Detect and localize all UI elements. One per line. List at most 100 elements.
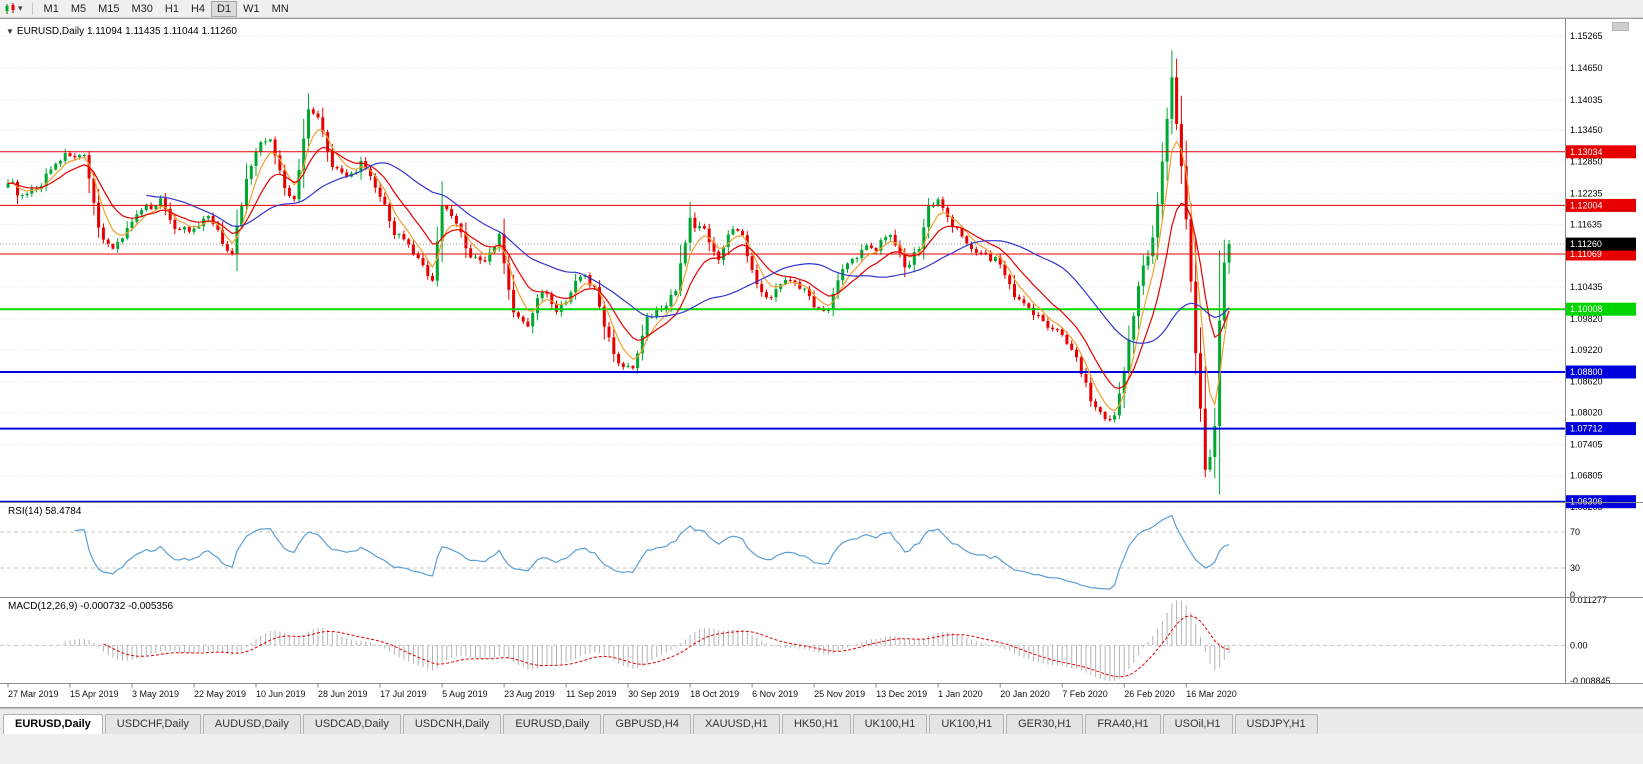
price-axis-label: 1.08020 bbox=[1570, 408, 1603, 418]
macd-axis-label: 0.011277 bbox=[1570, 595, 1607, 605]
rsi-axis[interactable]: 10070300 bbox=[1570, 500, 1585, 600]
timeframe-button-MN[interactable]: MN bbox=[271, 2, 289, 15]
price-axis-label: 1.06805 bbox=[1570, 471, 1603, 481]
price-axis-label: 1.09220 bbox=[1570, 345, 1603, 355]
timeframe-button-W1[interactable]: W1 bbox=[243, 2, 260, 15]
macd-axis[interactable]: 0.011277 0.00 -0.008845 bbox=[1570, 595, 1611, 686]
price-axis-label: 1.09820 bbox=[1570, 314, 1603, 324]
price-tag-1.07712-text: 1.07712 bbox=[1570, 424, 1603, 434]
price-tag-1.06306-text: 1.06306 bbox=[1570, 497, 1603, 507]
price-axis-label: 1.12850 bbox=[1570, 156, 1603, 166]
chart-title: ▼ EURUSD,Daily 1.11094 1.11435 1.11044 1.… bbox=[6, 26, 237, 37]
price-axis-label: 1.15265 bbox=[1570, 31, 1603, 41]
date-label: 11 Sep 2019 bbox=[566, 689, 616, 699]
chart-canvas[interactable]: 1.15265 1.14650 1.14035 1.13450 1.12850 1.122… bbox=[0, 19, 1643, 709]
date-label: 7 Feb 2020 bbox=[1062, 689, 1108, 699]
date-label: 10 Jun 2019 bbox=[256, 689, 306, 699]
toolbar-separator bbox=[31, 2, 33, 15]
timeframe-button-D1[interactable]: D1 bbox=[211, 0, 238, 17]
chart-type-icon[interactable] bbox=[3, 2, 17, 16]
date-label: 25 Nov 2019 bbox=[814, 689, 865, 699]
chart-tab-XAUUSD-H1[interactable]: XAUUSD,H1 bbox=[692, 714, 780, 734]
price-axis[interactable]: 1.15265 1.14650 1.14035 1.13450 1.12850 1.122… bbox=[1570, 31, 1603, 512]
chart-type-dropdown-icon[interactable]: ▾ bbox=[18, 3, 23, 13]
date-label: 18 Oct 2019 bbox=[690, 689, 739, 699]
price-tag-1.12004[interactable]: 1.12004 bbox=[1566, 198, 1636, 212]
timeframe-button-H1[interactable]: H1 bbox=[164, 2, 179, 15]
macd-histogram bbox=[64, 600, 1230, 681]
top-toolbar: ▾ M1 M5 M15 M30 H1 H4 D1 W1 MN bbox=[0, 0, 1643, 18]
macd-axis-label: 0.00 bbox=[1570, 640, 1588, 650]
chart-tab-AUDUSD-Daily[interactable]: AUDUSD,Daily bbox=[202, 714, 301, 734]
rsi-level-lines bbox=[0, 531, 1565, 569]
date-label: 1 Jan 2020 bbox=[938, 689, 983, 699]
chart-tab-USDCNH-Daily[interactable]: USDCNH,Daily bbox=[402, 714, 502, 734]
chart-tab-FRA40-H1[interactable]: FRA40,H1 bbox=[1085, 714, 1161, 734]
chart-tab-EURUSD-Daily[interactable]: EURUSD,Daily bbox=[3, 714, 103, 734]
chart-tab-EURUSD-Daily[interactable]: EURUSD,Daily bbox=[503, 714, 602, 734]
price-axis-label: 1.11635 bbox=[1570, 220, 1602, 230]
price-axis-label: 1.14650 bbox=[1570, 63, 1603, 73]
date-label: 6 Nov 2019 bbox=[752, 689, 798, 699]
current-price-tag[interactable]: 1.11260 bbox=[1566, 237, 1636, 251]
timeframe-button-M5[interactable]: M5 bbox=[70, 2, 87, 15]
price-tag-1.12004-text: 1.12004 bbox=[1570, 200, 1603, 210]
date-label: 15 Apr 2019 bbox=[70, 689, 119, 699]
chart-tab-GER30-H1[interactable]: GER30,H1 bbox=[1006, 714, 1084, 734]
rsi-line bbox=[74, 514, 1230, 590]
price-axis-label: 1.10435 bbox=[1570, 282, 1603, 292]
rsi-axis-label: 0 bbox=[1570, 590, 1575, 600]
ma-slow-line bbox=[146, 162, 1230, 344]
bottom-strip bbox=[0, 734, 1643, 764]
price-tag-1.11069[interactable]: 1.11069 bbox=[1566, 247, 1636, 261]
date-label: 26 Feb 2020 bbox=[1124, 689, 1175, 699]
ma-fast-line bbox=[7, 129, 1230, 412]
chart-tab-USDCAD-Daily[interactable]: USDCAD,Daily bbox=[302, 714, 401, 734]
ma-medium-line bbox=[7, 146, 1230, 390]
date-label: 16 Mar 2020 bbox=[1186, 689, 1237, 699]
price-tag-1.13034[interactable]: 1.13034 bbox=[1566, 145, 1636, 159]
date-label: 22 May 2019 bbox=[194, 689, 246, 699]
price-tag-1.10008[interactable]: 1.10008 bbox=[1566, 302, 1636, 316]
timeframe-button-M1[interactable]: M1 bbox=[43, 2, 59, 15]
timeframe-button-M30[interactable]: M30 bbox=[131, 2, 153, 15]
date-label: 27 Mar 2019 bbox=[8, 689, 59, 699]
price-axis-label: 1.14035 bbox=[1570, 95, 1603, 105]
price-axis-scroll-fragment[interactable] bbox=[1612, 22, 1629, 31]
chart-tab-UK100-H1[interactable]: UK100,H1 bbox=[852, 714, 928, 734]
price-axis-label: 1.13450 bbox=[1570, 125, 1603, 135]
chart-tab-USDJPY-H1[interactable]: USDJPY,H1 bbox=[1234, 714, 1318, 734]
price-tag-1.10008-text: 1.10008 bbox=[1570, 304, 1603, 314]
timeframe-button-H4[interactable]: H4 bbox=[190, 2, 206, 15]
price-gridlines bbox=[0, 35, 1565, 508]
price-tag-1.06306[interactable]: 1.06306 bbox=[1566, 495, 1636, 509]
date-axis[interactable]: 27 Mar 2019 15 Apr 2019 3 May 2019 22 May 2… bbox=[7, 683, 1237, 700]
price-tag-1.13034-text: 1.13034 bbox=[1570, 147, 1603, 157]
price-tag-1.07712[interactable]: 1.07712 bbox=[1566, 422, 1636, 436]
chart-tab-HK50-H1[interactable]: HK50,H1 bbox=[781, 714, 851, 734]
price-axis-label: 1.08620 bbox=[1570, 376, 1603, 386]
date-label: 20 Jan 2020 bbox=[1000, 689, 1050, 699]
chart-tab-UK100-H1[interactable]: UK100,H1 bbox=[929, 714, 1005, 734]
chart-window[interactable]: 1.15265 1.14650 1.14035 1.13450 1.12850 1.122… bbox=[0, 18, 1643, 708]
macd-axis-label: -0.008845 bbox=[1570, 676, 1611, 686]
price-axis-label: 1.07405 bbox=[1570, 440, 1603, 450]
rsi-axis-label: 30 bbox=[1570, 563, 1580, 573]
date-label: 13 Dec 2019 bbox=[876, 689, 927, 699]
price-tag-1.11069-text: 1.11069 bbox=[1570, 249, 1602, 259]
chart-tab-USOil-H1[interactable]: USOil,H1 bbox=[1162, 714, 1233, 734]
date-label: 5 Aug 2019 bbox=[442, 689, 488, 699]
timeframe-button-M15[interactable]: M15 bbox=[98, 2, 120, 15]
pane-separators bbox=[0, 19, 1643, 684]
chart-tab-GBPUSD-H4[interactable]: GBPUSD,H4 bbox=[603, 714, 691, 734]
chart-ohlc-values: 1.11094 1.11435 1.11044 1.11260 bbox=[86, 26, 237, 37]
chart-tab-USDCHF-Daily[interactable]: USDCHF,Daily bbox=[104, 714, 201, 734]
price-axis-label: 1.12235 bbox=[1570, 188, 1603, 198]
price-tag-1.08800[interactable]: 1.08800 bbox=[1566, 365, 1636, 379]
date-label: 17 Jul 2019 bbox=[380, 689, 427, 699]
date-label: 28 Jun 2019 bbox=[318, 689, 368, 699]
chart-tab-bar: EURUSD,Daily USDCHF,Daily AUDUSD,Daily USDC… bbox=[0, 708, 1643, 734]
date-label: 3 May 2019 bbox=[132, 689, 179, 699]
rsi-axis-label: 70 bbox=[1570, 527, 1580, 537]
macd-indicator-label: MACD(12,26,9) -0.000732 -0.005356 bbox=[8, 601, 174, 612]
